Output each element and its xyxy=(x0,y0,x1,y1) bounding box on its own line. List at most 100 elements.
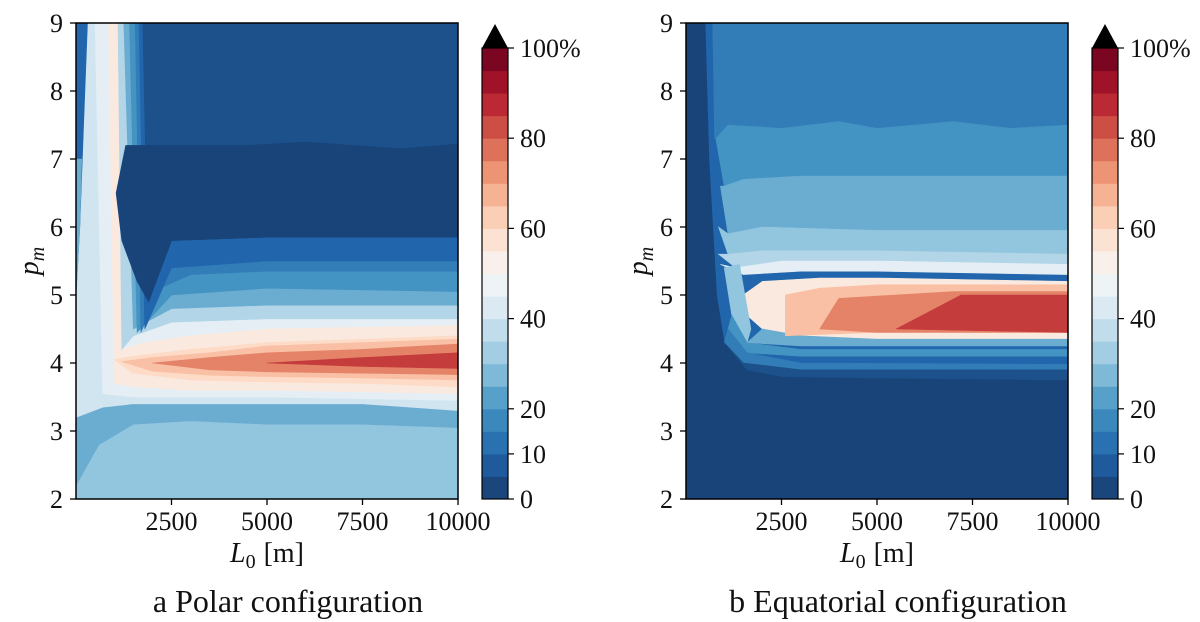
colorbar-swatch-b-60 xyxy=(1092,205,1118,229)
y-tick-label-a-9: 9 xyxy=(50,9,63,38)
contour-plot-b xyxy=(686,23,1068,499)
colorbar-tick-label-b-0: 0 xyxy=(1130,485,1143,514)
colorbar-swatch-b-95 xyxy=(1092,48,1118,72)
colorbar-swatch-a-5 xyxy=(482,453,508,477)
x-tick-label-b-7500: 7500 xyxy=(947,507,999,536)
colorbar-swatch-a-75 xyxy=(482,138,508,162)
contour-band-b-16 xyxy=(895,294,1068,333)
x-tick-label-b-5000: 5000 xyxy=(851,507,903,536)
colorbar-tick-label-b-10: 10 xyxy=(1130,440,1156,469)
y-tick-label-b-6: 6 xyxy=(660,213,673,242)
colorbar-tick-label-a-40: 40 xyxy=(520,305,546,334)
colorbar-swatch-a-65 xyxy=(482,183,508,207)
colorbar-swatch-b-40 xyxy=(1092,296,1118,320)
colorbar-swatch-a-60 xyxy=(482,205,508,229)
colorbar-swatch-a-35 xyxy=(482,318,508,342)
y-tick-label-a-5: 5 xyxy=(50,281,63,310)
y-tick-label-b-8: 8 xyxy=(660,77,673,106)
colorbar-tick-label-b-40: 40 xyxy=(1130,305,1156,334)
svg-text:pm: pm xyxy=(14,247,49,277)
colorbar-swatch-b-15 xyxy=(1092,408,1118,432)
colorbar-tick-label-b-20: 20 xyxy=(1130,395,1156,424)
colorbar-tick-label-a-100: 100% xyxy=(520,34,581,63)
colorbar-swatch-b-75 xyxy=(1092,138,1118,162)
svg-text:L0[m]: L0 [m] xyxy=(229,538,304,573)
colorbar-extend-triangle-a xyxy=(482,24,508,48)
colorbar-swatch-a-95 xyxy=(482,48,508,72)
colorbar-swatch-b-0 xyxy=(1092,476,1118,500)
ylabel-a: pm xyxy=(14,247,49,277)
colorbar-tick-label-a-20: 20 xyxy=(520,395,546,424)
xlabel-a-sub: 0 xyxy=(246,551,256,573)
colorbar-swatch-a-10 xyxy=(482,431,508,455)
y-tick-label-a-8: 8 xyxy=(50,77,63,106)
caption-a-title: Polar configuration xyxy=(175,583,423,619)
contour-band-a-17 xyxy=(266,352,458,369)
colorbar-swatch-a-25 xyxy=(482,363,508,387)
y-tick-label-b-2: 2 xyxy=(660,485,673,514)
colorbar-swatch-a-70 xyxy=(482,160,508,184)
colorbar-swatch-a-45 xyxy=(482,273,508,297)
colorbar-swatch-b-50 xyxy=(1092,250,1118,274)
caption-a: a Polar configuration xyxy=(153,583,423,619)
y-tick-label-b-9: 9 xyxy=(660,9,673,38)
caption-a-letter: a xyxy=(153,583,167,619)
panel-a: 2500 5000 7500 10000 2 3 4 5 6 7 8 9 0 10 20 40 60 80 100… xyxy=(14,9,581,619)
xlabel-b: L0 [m] xyxy=(839,538,914,573)
x-tick-label-b-2500: 2500 xyxy=(756,507,808,536)
caption-b-letter: b xyxy=(729,583,745,619)
colorbar-swatch-a-85 xyxy=(482,93,508,117)
y-tick-label-a-3: 3 xyxy=(50,417,63,446)
colorbar-swatch-a-55 xyxy=(482,228,508,252)
colorbar-tick-label-a-60: 60 xyxy=(520,214,546,243)
contour-band-b-13 xyxy=(723,342,1068,381)
colorbar-swatch-a-80 xyxy=(482,115,508,139)
colorbar-tick-label-a-0: 0 xyxy=(520,485,533,514)
colorbar-tick-label-b-100: 100% xyxy=(1130,34,1191,63)
ylabel-b-sub: m xyxy=(636,247,658,261)
colorbar-extend-triangle-b xyxy=(1092,24,1118,48)
svg-text:pm: pm xyxy=(623,247,658,277)
y-tick-label-a-2: 2 xyxy=(50,485,63,514)
y-tick-label-a-4: 4 xyxy=(50,349,63,378)
colorbar-tick-label-b-80: 80 xyxy=(1130,124,1156,153)
x-tick-label-a-10000: 10000 xyxy=(426,507,491,536)
colorbar-frame-a xyxy=(481,47,509,500)
xlabel-b-sub: 0 xyxy=(856,551,866,573)
contour-band-b-2 xyxy=(712,23,1068,140)
contour-band-b-7 xyxy=(720,260,1068,275)
contour-band-b-9 xyxy=(723,264,752,344)
colorbar-swatch-a-50 xyxy=(482,250,508,274)
contour-band-b-11 xyxy=(746,328,1068,347)
xlabel-b-main: L xyxy=(839,538,856,569)
colorbar-swatch-b-20 xyxy=(1092,386,1118,410)
contour-band-b-5 xyxy=(717,226,1068,255)
contour-band-b-4 xyxy=(720,175,1068,235)
x-tick-label-b-10000: 10000 xyxy=(1036,507,1101,536)
ylabel-a-sub: m xyxy=(27,247,49,261)
x-tick-label-a-7500: 7500 xyxy=(337,507,389,536)
contour-band-a-11 xyxy=(115,141,458,303)
panel-b: 2500 5000 7500 10000 2 3 4 5 6 7 8 9 0 10 20 40 60 80 100… xyxy=(623,9,1191,619)
y-tick-label-a-7: 7 xyxy=(50,145,63,174)
x-tick-label-a-2500: 2500 xyxy=(146,507,198,536)
colorbar-swatch-a-0 xyxy=(482,476,508,500)
y-tick-label-b-3: 3 xyxy=(660,417,673,446)
ticks-b: 2500 5000 7500 10000 2 3 4 5 6 7 8 9 xyxy=(660,9,1101,536)
xlabel-a: L0 [m] xyxy=(229,538,304,573)
svg-text:L0[m]: L0 [m] xyxy=(839,538,914,573)
colorbar-swatch-a-15 xyxy=(482,408,508,432)
colorbar-swatch-b-90 xyxy=(1092,70,1118,94)
colorbar-swatch-b-65 xyxy=(1092,183,1118,207)
colorbar-swatch-a-40 xyxy=(482,296,508,320)
y-tick-label-b-4: 4 xyxy=(660,349,673,378)
contour-band-a-13 xyxy=(76,158,83,296)
colorbar-tick-label-b-60: 60 xyxy=(1130,214,1156,243)
colorbar-swatch-b-80 xyxy=(1092,115,1118,139)
ylabel-a-main: p xyxy=(14,261,45,277)
x-tick-label-a-5000: 5000 xyxy=(241,507,293,536)
colorbar-b: 0 10 20 40 60 80 100% xyxy=(1091,24,1191,514)
colorbar-swatch-b-55 xyxy=(1092,228,1118,252)
colorbar-swatch-b-5 xyxy=(1092,453,1118,477)
